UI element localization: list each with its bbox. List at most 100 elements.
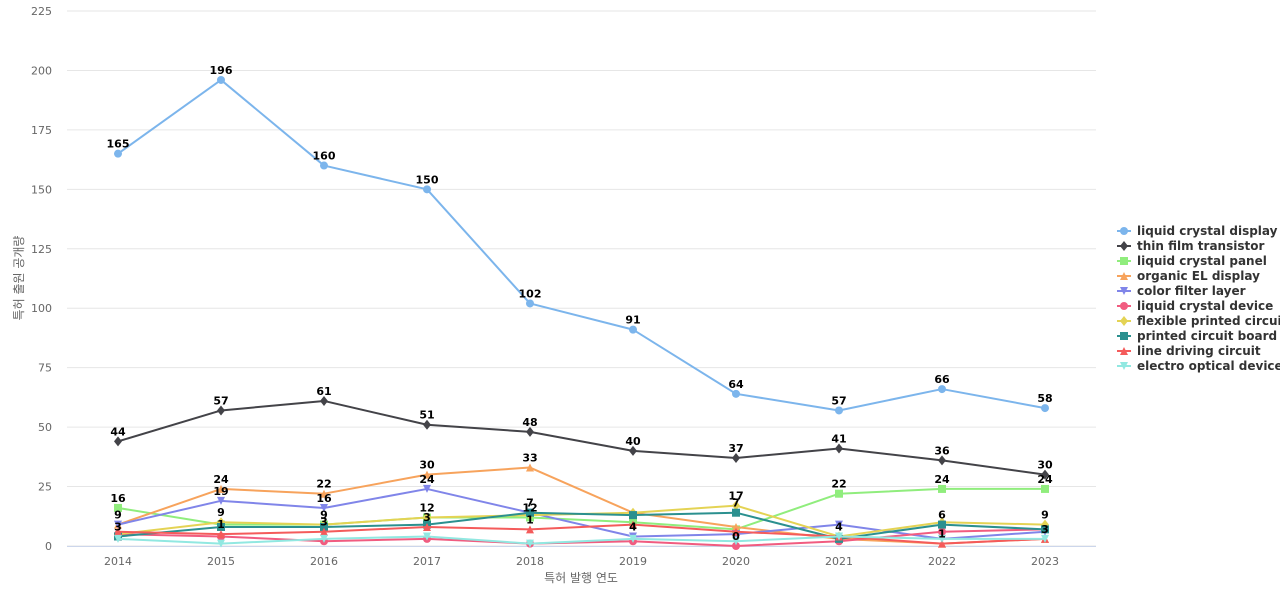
- legend-marker[interactable]: [1120, 332, 1128, 340]
- data-point[interactable]: [732, 522, 740, 531]
- data-point[interactable]: [526, 299, 534, 308]
- data-point[interactable]: [320, 527, 328, 536]
- data-point[interactable]: [320, 395, 328, 406]
- data-point[interactable]: [423, 532, 431, 541]
- data-point[interactable]: [938, 534, 946, 543]
- legend-item[interactable]: organic EL display: [1117, 269, 1260, 283]
- data-point[interactable]: [629, 511, 637, 520]
- legend-marker[interactable]: [1120, 241, 1128, 251]
- data-label: 24: [419, 473, 435, 486]
- data-label: 41: [831, 433, 846, 446]
- data-point[interactable]: [732, 389, 740, 398]
- data-point[interactable]: [1041, 404, 1049, 413]
- legend-label: line driving circuit: [1137, 344, 1261, 358]
- data-point[interactable]: [320, 503, 328, 512]
- legend-item[interactable]: color filter layer: [1117, 284, 1246, 298]
- data-point[interactable]: [732, 508, 740, 517]
- legend-marker[interactable]: [1120, 287, 1128, 295]
- data-point[interactable]: [835, 406, 843, 415]
- data-point[interactable]: [629, 520, 637, 529]
- data-point[interactable]: [835, 532, 843, 541]
- data-point[interactable]: [629, 534, 637, 543]
- data-point[interactable]: [217, 405, 225, 416]
- data-label: 1: [938, 528, 946, 541]
- legend-marker[interactable]: [1120, 316, 1128, 326]
- legend-item[interactable]: liquid crystal display: [1117, 224, 1278, 238]
- data-point[interactable]: [1041, 525, 1049, 534]
- data-point[interactable]: [423, 470, 431, 479]
- series-line: [117, 511, 1046, 540]
- legend-label: electro optical device: [1137, 359, 1280, 373]
- data-label-layer: 1651961601501029164576658445761514840374…: [107, 64, 1053, 543]
- legend-marker[interactable]: [1120, 272, 1128, 280]
- data-point[interactable]: [732, 453, 740, 464]
- legend-marker[interactable]: [1120, 257, 1128, 265]
- data-point[interactable]: [114, 534, 122, 543]
- data-point[interactable]: [1041, 484, 1049, 493]
- legend-item[interactable]: printed circuit board: [1117, 329, 1277, 343]
- data-point[interactable]: [320, 161, 328, 170]
- data-point[interactable]: [217, 496, 225, 505]
- data-point[interactable]: [423, 484, 431, 493]
- legend-item[interactable]: liquid crystal device: [1117, 299, 1273, 313]
- data-point[interactable]: [938, 539, 946, 548]
- data-point[interactable]: [320, 534, 328, 543]
- data-point[interactable]: [835, 489, 843, 498]
- data-point[interactable]: [732, 500, 740, 511]
- data-point[interactable]: [732, 537, 740, 546]
- data-point[interactable]: [938, 520, 946, 529]
- data-label: 9: [114, 509, 122, 522]
- legend-marker[interactable]: [1120, 302, 1128, 310]
- data-point[interactable]: [423, 522, 431, 531]
- data-point[interactable]: [114, 436, 122, 447]
- data-point[interactable]: [526, 426, 534, 437]
- data-point[interactable]: [114, 149, 122, 158]
- data-point[interactable]: [1041, 534, 1049, 543]
- x-tick-label: 2019: [619, 555, 647, 568]
- data-point[interactable]: [938, 484, 946, 493]
- legend-marker[interactable]: [1120, 227, 1128, 235]
- data-point[interactable]: [732, 527, 740, 536]
- data-point[interactable]: [1041, 469, 1049, 480]
- data-point[interactable]: [217, 75, 225, 84]
- legend-item[interactable]: flexible printed circuit: [1117, 314, 1280, 328]
- data-point[interactable]: [320, 522, 328, 531]
- legend-item[interactable]: electro optical device: [1117, 359, 1280, 373]
- data-point[interactable]: [217, 484, 225, 493]
- legend-item[interactable]: line driving circuit: [1117, 344, 1261, 358]
- axis-layer: 0 25 50 75 100 125 150 175 200 225 2014 2015 2016 201…: [31, 5, 1096, 568]
- data-point[interactable]: [938, 455, 946, 466]
- data-point[interactable]: [526, 463, 534, 472]
- data-point[interactable]: [320, 489, 328, 498]
- legend-item[interactable]: thin film transistor: [1117, 239, 1264, 253]
- data-point[interactable]: [938, 385, 946, 394]
- data-point[interactable]: [732, 542, 740, 550]
- legend-label: printed circuit board: [1137, 329, 1277, 343]
- data-point[interactable]: [629, 445, 637, 456]
- y-tick-label: 75: [38, 362, 52, 375]
- data-point[interactable]: [114, 527, 122, 536]
- data-point[interactable]: [217, 530, 225, 539]
- data-point[interactable]: [423, 512, 431, 523]
- data-label: 0: [732, 530, 740, 543]
- data-point[interactable]: [629, 325, 637, 334]
- data-point[interactable]: [835, 443, 843, 454]
- data-point[interactable]: [423, 419, 431, 430]
- x-tick-label: 2023: [1031, 555, 1059, 568]
- data-point[interactable]: [835, 520, 843, 529]
- data-point[interactable]: [938, 527, 946, 536]
- legend-item[interactable]: liquid crystal panel: [1117, 254, 1267, 268]
- data-point[interactable]: [217, 539, 225, 548]
- grid-layer: [67, 10, 1096, 547]
- data-point[interactable]: [526, 525, 534, 534]
- series-7: [114, 508, 1049, 543]
- data-point[interactable]: [114, 520, 122, 529]
- legend-marker[interactable]: [1120, 362, 1128, 370]
- legend-marker[interactable]: [1120, 347, 1128, 355]
- data-point[interactable]: [526, 508, 534, 517]
- data-label: 12: [522, 501, 537, 514]
- data-point[interactable]: [423, 185, 431, 194]
- data-point[interactable]: [114, 503, 122, 512]
- data-point[interactable]: [217, 522, 225, 531]
- data-point[interactable]: [526, 539, 534, 548]
